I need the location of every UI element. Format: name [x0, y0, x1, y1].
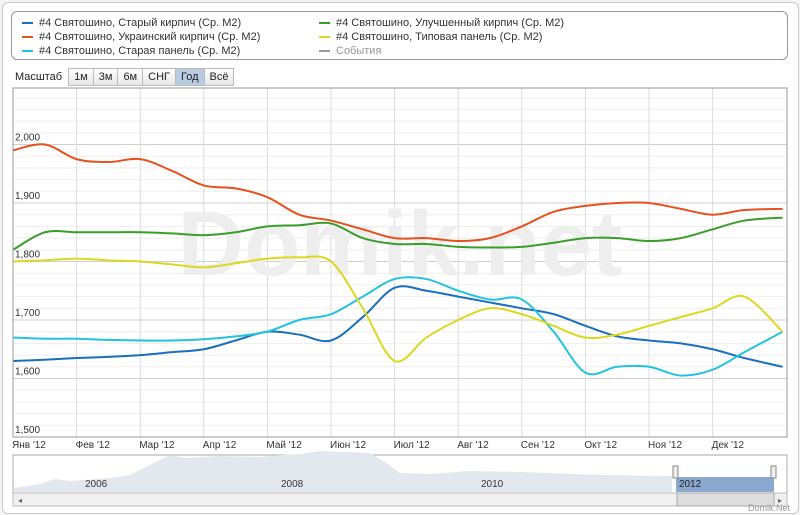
y-tick-label: 1,500 — [15, 425, 40, 436]
nav-year-label: 2006 — [85, 479, 108, 490]
series-line-0[interactable] — [12, 285, 783, 368]
y-tick-label: 1,600 — [15, 367, 40, 378]
legend-label: #4 Святошино, Улучшенный кирпич (Ср. M2) — [336, 17, 565, 29]
legend-swatch — [22, 36, 33, 38]
legend-label: События — [336, 45, 382, 57]
legend-item-old-brick[interactable]: #4 Святошино, Старый кирпич (Ср. M2) — [22, 17, 241, 29]
legend-swatch — [22, 22, 33, 24]
nav-year-label: 2008 — [281, 479, 304, 490]
y-tick-label: 1,800 — [15, 250, 40, 261]
series-line-1[interactable] — [12, 143, 783, 243]
x-tick-label: Янв '12 — [12, 440, 46, 451]
x-tick-label: Май '12 — [266, 440, 302, 451]
series-line-2[interactable] — [12, 276, 784, 377]
legend-label: #4 Святошино, Типовая панель (Ср. M2) — [336, 31, 543, 43]
legend-swatch — [319, 50, 330, 52]
legend-swatch — [319, 36, 330, 38]
scroll-left-arrow-icon[interactable]: ◂ — [18, 496, 22, 505]
zoom-6m-button[interactable]: 6м — [117, 68, 144, 86]
x-tick-label: Авг '12 — [457, 440, 489, 451]
x-tick-label: Ноя '12 — [648, 440, 682, 451]
navigator-selection[interactable] — [676, 477, 774, 492]
legend-label: #4 Святошино, Старая панель (Ср. M2) — [39, 45, 241, 57]
zoom-label: Масштаб — [15, 71, 63, 83]
series-line-4[interactable] — [12, 255, 784, 363]
navigator-area — [14, 451, 672, 492]
nav-year-label: 2012 — [679, 479, 702, 490]
series-line-3[interactable] — [12, 216, 783, 251]
navigator-left-handle[interactable] — [672, 465, 679, 479]
navigator-scrollbar[interactable] — [12, 492, 788, 507]
x-tick-label: Окт '12 — [584, 440, 617, 451]
x-tick-label: Дек '12 — [712, 440, 745, 451]
legend-label: #4 Святошино, Украинский кирпич (Ср. M2) — [39, 31, 261, 43]
credit-label: Domik.Net — [748, 503, 791, 513]
legend-item-events[interactable]: События — [319, 45, 381, 57]
legend-label: #4 Святошино, Старый кирпич (Ср. M2) — [39, 17, 242, 29]
scroll-right-arrow-icon[interactable]: ▸ — [778, 496, 782, 505]
y-tick-label: 1,700 — [15, 308, 40, 319]
x-tick-label: Фев '12 — [76, 440, 111, 451]
x-tick-label: Июл '12 — [394, 440, 431, 451]
navigator-right-handle[interactable] — [770, 465, 777, 479]
legend-item-old-panel[interactable]: #4 Святошино, Старая панель (Ср. M2) — [22, 45, 240, 57]
x-tick-label: Июн '12 — [330, 440, 366, 451]
plot-border — [12, 87, 788, 438]
navigator[interactable]: 2006 2008 2010 2012 ◂ ▸ — [12, 451, 788, 507]
legend-item-typical-panel[interactable]: #4 Святошино, Типовая панель (Ср. M2) — [319, 31, 542, 43]
y-tick-label: 1,900 — [15, 191, 40, 202]
zoom-3m-button[interactable]: 3м — [92, 68, 119, 86]
nav-year-label: 2010 — [481, 479, 504, 490]
x-tick-label: Апр '12 — [203, 440, 237, 451]
legend-item-improved-brick[interactable]: #4 Святошино, Улучшенный кирпич (Ср. M2) — [319, 17, 564, 29]
x-tick-label: Мар '12 — [139, 440, 175, 451]
zoom-ytd-button[interactable]: СНГ — [142, 68, 176, 86]
zoom-all-button[interactable]: Всё — [203, 68, 235, 86]
legend-swatch — [22, 50, 33, 52]
y-tick-label: 2,000 — [15, 133, 40, 144]
legend-item-ukr-brick[interactable]: #4 Святошино, Украинский кирпич (Ср. M2) — [22, 31, 260, 43]
scrollbar-thumb[interactable] — [676, 492, 775, 507]
legend-swatch — [319, 22, 330, 24]
x-tick-label: Сен '12 — [521, 440, 556, 451]
zoom-year-button[interactable]: Год — [174, 68, 205, 86]
zoom-selector: Масштаб 1м 3м 6м СНГ Год Всё — [15, 68, 235, 86]
legend: #4 Святошино, Старый кирпич (Ср. M2) #4 … — [11, 11, 788, 60]
